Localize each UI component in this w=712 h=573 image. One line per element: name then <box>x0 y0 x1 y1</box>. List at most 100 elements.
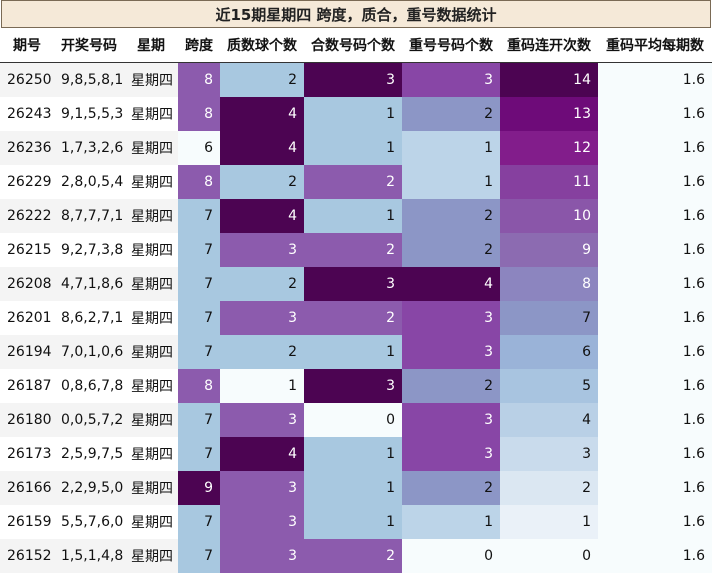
repeat-count-cell: 4 <box>402 267 500 301</box>
composite-count-cell: 3 <box>304 267 402 301</box>
table-row: 26222 8,7,7,7,1 星期四 7 4 1 2 10 1.6 <box>0 199 712 233</box>
span-cell: 8 <box>178 97 220 131</box>
weekday-cell: 星期四 <box>124 165 178 199</box>
table-row: 26236 1,7,3,2,6 星期四 6 4 1 1 12 1.6 <box>0 131 712 165</box>
prime-count-cell: 1 <box>220 369 304 403</box>
weekday-cell: 星期四 <box>124 505 178 539</box>
span-cell: 7 <box>178 539 220 573</box>
repeat-streak-cell: 2 <box>500 471 598 505</box>
table-row: 26166 2,2,9,5,0 星期四 9 3 1 2 2 1.6 <box>0 471 712 505</box>
repeat-count-cell: 3 <box>402 403 500 437</box>
repeat-avg-cell: 1.6 <box>598 199 712 233</box>
numbers-cell: 8,7,7,7,1 <box>54 199 124 233</box>
table-row: 26152 1,5,1,4,8 星期四 7 3 2 0 0 1.6 <box>0 539 712 573</box>
weekday-cell: 星期四 <box>124 335 178 369</box>
prime-count-cell: 3 <box>220 233 304 267</box>
weekday-cell: 星期四 <box>124 403 178 437</box>
repeat-streak-cell: 6 <box>500 335 598 369</box>
issue-cell: 26236 <box>0 131 54 165</box>
repeat-streak-cell: 14 <box>500 62 598 97</box>
table-title: 近15期星期四 跨度，质合，重号数据统计 <box>1 0 711 28</box>
weekday-cell: 星期四 <box>124 301 178 335</box>
numbers-cell: 2,2,9,5,0 <box>54 471 124 505</box>
repeat-streak-cell: 8 <box>500 267 598 301</box>
span-cell: 7 <box>178 301 220 335</box>
weekday-cell: 星期四 <box>124 539 178 573</box>
span-cell: 6 <box>178 131 220 165</box>
span-cell: 8 <box>178 62 220 97</box>
span-cell: 9 <box>178 471 220 505</box>
prime-count-cell: 2 <box>220 267 304 301</box>
repeat-avg-cell: 1.6 <box>598 62 712 97</box>
repeat-avg-cell: 1.6 <box>598 539 712 573</box>
table-row: 26201 8,6,2,7,1 星期四 7 3 2 3 7 1.6 <box>0 301 712 335</box>
table-body: 26250 9,8,5,8,1 星期四 8 2 3 3 14 1.6 26243 9,1,5,5,3… <box>0 62 712 573</box>
issue-cell: 26250 <box>0 62 54 97</box>
repeat-streak-cell: 3 <box>500 437 598 471</box>
weekday-cell: 星期四 <box>124 62 178 97</box>
repeat-avg-cell: 1.6 <box>598 97 712 131</box>
repeat-count-cell: 2 <box>402 233 500 267</box>
numbers-cell: 9,2,7,3,8 <box>54 233 124 267</box>
span-cell: 8 <box>178 369 220 403</box>
weekday-cell: 星期四 <box>124 97 178 131</box>
repeat-count-cell: 3 <box>402 335 500 369</box>
table-row: 26208 4,7,1,8,6 星期四 7 2 3 4 8 1.6 <box>0 267 712 301</box>
numbers-cell: 0,0,5,7,2 <box>54 403 124 437</box>
col-prime-count-header: 质数球个数 <box>220 28 304 63</box>
table-row: 26243 9,1,5,5,3 星期四 8 4 1 2 13 1.6 <box>0 97 712 131</box>
repeat-streak-cell: 11 <box>500 165 598 199</box>
composite-count-cell: 2 <box>304 301 402 335</box>
col-span-header: 跨度 <box>178 28 220 63</box>
repeat-avg-cell: 1.6 <box>598 403 712 437</box>
numbers-cell: 7,0,1,0,6 <box>54 335 124 369</box>
repeat-count-cell: 2 <box>402 369 500 403</box>
repeat-count-cell: 3 <box>402 62 500 97</box>
span-cell: 7 <box>178 505 220 539</box>
issue-cell: 26159 <box>0 505 54 539</box>
repeat-count-cell: 2 <box>402 97 500 131</box>
weekday-cell: 星期四 <box>124 131 178 165</box>
composite-count-cell: 1 <box>304 199 402 233</box>
repeat-streak-cell: 13 <box>500 97 598 131</box>
span-cell: 8 <box>178 165 220 199</box>
weekday-cell: 星期四 <box>124 267 178 301</box>
composite-count-cell: 1 <box>304 505 402 539</box>
weekday-cell: 星期四 <box>124 437 178 471</box>
repeat-streak-cell: 5 <box>500 369 598 403</box>
repeat-avg-cell: 1.6 <box>598 165 712 199</box>
span-cell: 7 <box>178 267 220 301</box>
numbers-cell: 2,5,9,7,5 <box>54 437 124 471</box>
weekday-cell: 星期四 <box>124 369 178 403</box>
numbers-cell: 4,7,1,8,6 <box>54 267 124 301</box>
numbers-cell: 8,6,2,7,1 <box>54 301 124 335</box>
issue-cell: 26194 <box>0 335 54 369</box>
composite-count-cell: 1 <box>304 97 402 131</box>
composite-count-cell: 3 <box>304 369 402 403</box>
prime-count-cell: 3 <box>220 505 304 539</box>
composite-count-cell: 1 <box>304 437 402 471</box>
prime-count-cell: 4 <box>220 437 304 471</box>
repeat-avg-cell: 1.6 <box>598 471 712 505</box>
composite-count-cell: 1 <box>304 335 402 369</box>
col-composite-count-header: 合数号码个数 <box>304 28 402 63</box>
repeat-streak-cell: 7 <box>500 301 598 335</box>
col-repeat-streak-header: 重码连开次数 <box>500 28 598 63</box>
table-row: 26187 0,8,6,7,8 星期四 8 1 3 2 5 1.6 <box>0 369 712 403</box>
repeat-count-cell: 2 <box>402 199 500 233</box>
span-cell: 7 <box>178 335 220 369</box>
header-row: 期号 开奖号码 星期 跨度 质数球个数 合数号码个数 重号号码个数 重码连开次数 重码平均每期数 <box>0 28 712 63</box>
issue-cell: 26243 <box>0 97 54 131</box>
repeat-avg-cell: 1.6 <box>598 301 712 335</box>
issue-cell: 26208 <box>0 267 54 301</box>
repeat-streak-cell: 10 <box>500 199 598 233</box>
composite-count-cell: 3 <box>304 62 402 97</box>
repeat-avg-cell: 1.6 <box>598 233 712 267</box>
prime-count-cell: 4 <box>220 199 304 233</box>
numbers-cell: 9,8,5,8,1 <box>54 62 124 97</box>
issue-cell: 26152 <box>0 539 54 573</box>
span-cell: 7 <box>178 403 220 437</box>
prime-count-cell: 3 <box>220 471 304 505</box>
repeat-avg-cell: 1.6 <box>598 505 712 539</box>
